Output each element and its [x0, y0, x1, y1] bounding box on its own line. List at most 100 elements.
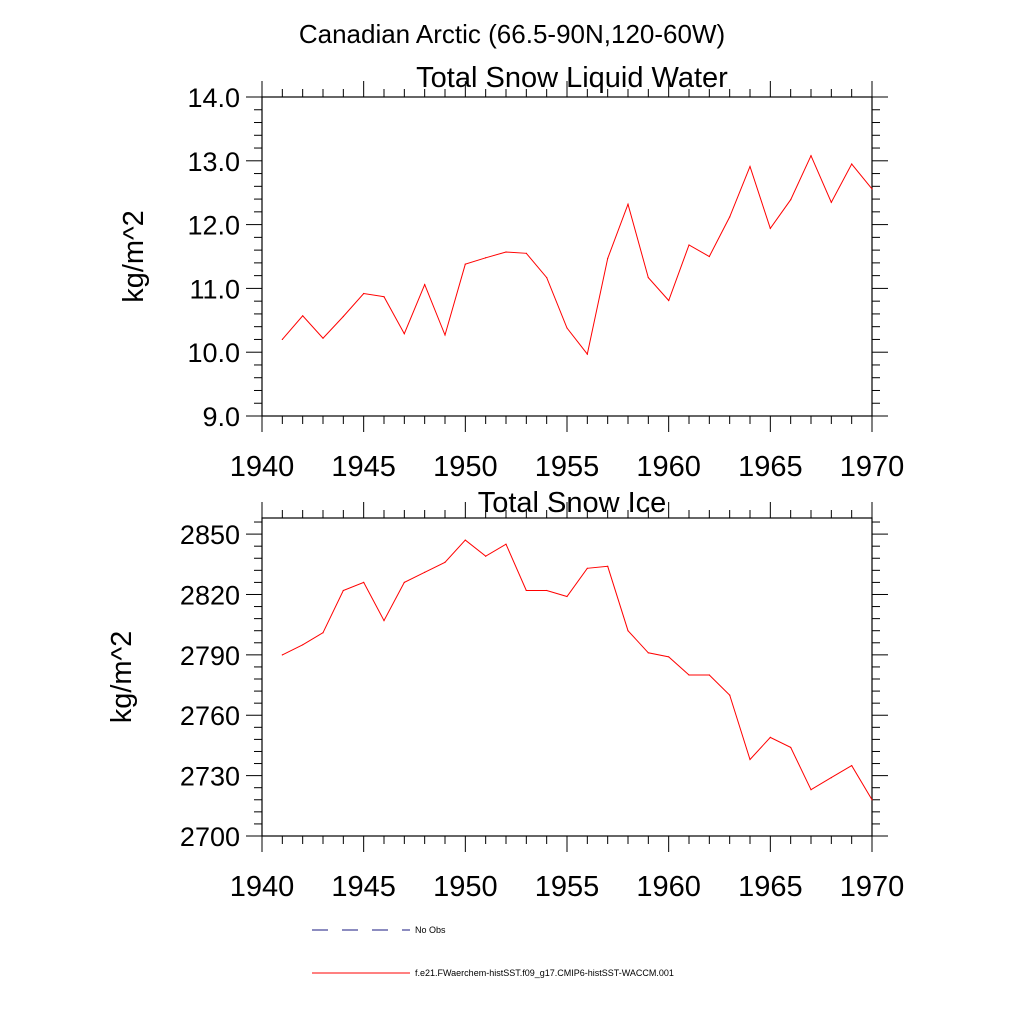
data-point	[383, 620, 385, 622]
data-point	[688, 674, 690, 676]
data-point	[607, 257, 609, 260]
x-tick-label: 1945	[331, 451, 396, 483]
y-tick-label: 13.0	[187, 147, 240, 177]
data-point	[505, 543, 507, 545]
data-point	[302, 644, 304, 646]
data-point	[647, 276, 649, 279]
data-point	[281, 338, 283, 341]
legend-obs-label: No Obs	[415, 925, 446, 935]
x-tick-label: 1940	[230, 451, 295, 483]
data-point	[830, 777, 832, 779]
y-tick-label: 10.0	[187, 338, 240, 368]
x-tick-label: 1950	[433, 451, 498, 483]
data-point	[871, 188, 873, 190]
figure-title: Canadian Arctic (66.5-90N,120-60W)	[299, 19, 725, 49]
data-point	[830, 201, 832, 203]
series-line	[282, 539, 873, 801]
y-tick-label: 2820	[180, 580, 240, 610]
data-point	[525, 589, 527, 592]
y-tick-label: 2730	[180, 762, 240, 792]
series-line	[281, 154, 873, 356]
x-tick-label: 1955	[535, 871, 600, 903]
x-tick-label: 1960	[636, 451, 701, 483]
data-point	[749, 165, 751, 168]
x-tick-label: 1970	[840, 871, 905, 903]
data-point	[485, 555, 487, 557]
y-tick-label: 2850	[180, 520, 240, 550]
data-point	[383, 296, 385, 298]
data-point	[607, 565, 609, 567]
y-axis-label: kg/m^2	[106, 631, 138, 724]
data-point	[790, 746, 792, 749]
data-point	[342, 315, 344, 318]
x-tick-label: 1965	[738, 451, 803, 483]
data-point	[708, 255, 710, 258]
data-point	[790, 199, 792, 201]
data-point	[851, 163, 853, 165]
data-point	[729, 216, 731, 218]
plot-frame	[261, 517, 873, 837]
plot-frame	[261, 96, 873, 417]
data-point	[525, 252, 527, 254]
legend-model-label: f.e21.FWaerchem-histSST.f09_g17.CMIP6-hi…	[415, 968, 674, 978]
y-tick-label: 11.0	[189, 274, 240, 304]
data-point	[708, 674, 710, 676]
data-point	[363, 581, 365, 584]
y-tick-label: 12.0	[187, 211, 240, 241]
panel-total-snow-ice: Total Snow Ice 1940 1945 1950 1955 1960 1965 19…	[106, 487, 904, 903]
x-tick-label: 1955	[535, 451, 600, 483]
data-point	[871, 799, 873, 801]
data-point	[729, 694, 731, 696]
x-tick-label: 1960	[636, 871, 701, 903]
data-point	[586, 567, 588, 569]
data-point	[424, 571, 426, 573]
y-tick-label: 2790	[180, 641, 240, 671]
data-point	[851, 764, 853, 767]
data-point	[302, 315, 304, 317]
data-point	[769, 736, 771, 738]
data-point	[464, 263, 466, 265]
data-point	[668, 299, 670, 302]
data-point	[810, 789, 812, 791]
data-point	[363, 292, 365, 295]
data-point	[342, 589, 344, 592]
x-tick-label: 1945	[331, 871, 396, 903]
data-point	[586, 353, 588, 355]
data-point	[627, 203, 629, 205]
data-point	[749, 758, 751, 761]
data-point	[546, 276, 548, 279]
data-point	[769, 227, 771, 230]
x-tick-label: 1950	[433, 871, 498, 903]
plot-title: Total Snow Ice	[478, 487, 667, 519]
data-point	[566, 595, 568, 598]
x-tick-label: 1940	[230, 871, 295, 903]
data-point	[424, 283, 426, 286]
panel-total-snow-liquid-water: Total Snow Liquid Water 1940 1945 1950 1955 1…	[118, 62, 904, 483]
data-point	[444, 561, 446, 563]
data-point	[668, 656, 670, 658]
data-point	[403, 333, 405, 335]
data-point	[688, 244, 690, 246]
data-point	[281, 654, 283, 656]
plot-title: Total Snow Liquid Water	[416, 62, 728, 94]
y-tick-label: 2700	[180, 822, 240, 852]
data-point	[566, 327, 568, 329]
y-tick-label: 14.0	[187, 83, 240, 113]
y-tick-label: 9.0	[202, 402, 240, 432]
data-point	[322, 632, 324, 634]
data-point	[505, 251, 507, 253]
data-point	[485, 257, 487, 259]
y-axis-label: kg/m^2	[118, 210, 150, 303]
x-tick-label: 1970	[840, 451, 905, 483]
data-point	[403, 581, 405, 584]
y-tick-label: 2760	[180, 701, 240, 731]
data-point	[627, 630, 629, 632]
data-point	[810, 155, 812, 157]
data-point	[647, 652, 649, 654]
legend: No Obs f.e21.FWaerchem-histSST.f09_g17.C…	[312, 925, 674, 978]
data-point	[546, 589, 548, 592]
data-point	[444, 334, 446, 336]
x-tick-label: 1965	[738, 871, 803, 903]
data-point	[464, 539, 466, 541]
